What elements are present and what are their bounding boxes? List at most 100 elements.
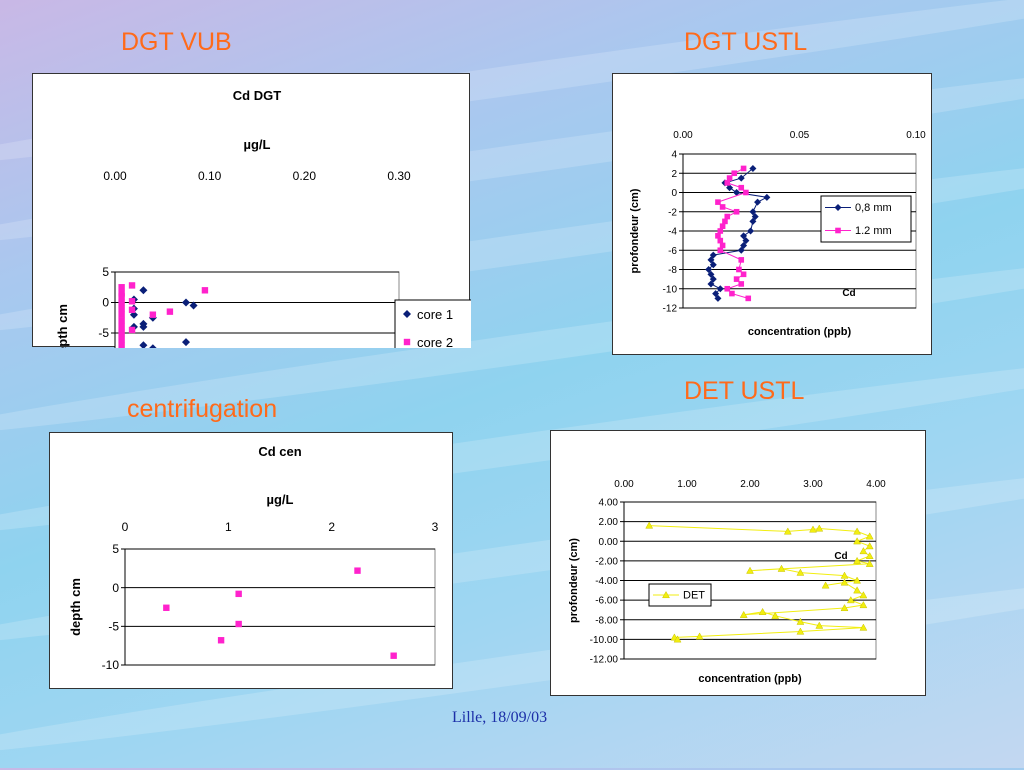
- data-point: [736, 266, 742, 273]
- heading-dgt-ustl: DGT USTL: [684, 28, 808, 56]
- chart-panel-cd-cen: 5 0 -5 -10 0 1 2 3 Cd cen µg/L depth cm: [49, 432, 453, 689]
- chart-title: Cd cen: [258, 444, 301, 459]
- data-point: [709, 261, 717, 269]
- chart-title: Cd: [842, 288, 855, 299]
- x-tick-label: 3.00: [803, 479, 823, 490]
- data-point: [715, 233, 721, 239]
- data-point: [662, 590, 670, 599]
- data-point: [707, 256, 715, 264]
- data-point: [149, 311, 157, 318]
- data-point: [390, 652, 397, 659]
- y-tick-label: -10: [663, 284, 678, 295]
- legend-label: core 1: [417, 307, 453, 322]
- data-point: [705, 266, 713, 273]
- x-tick-label: 0: [122, 520, 129, 534]
- data-point: [724, 180, 731, 186]
- y-tick-label: -2: [668, 207, 677, 218]
- data-point: [724, 213, 731, 220]
- data-point: [139, 322, 148, 331]
- x-tick-label: 0.00: [673, 130, 693, 141]
- data-point: [783, 527, 792, 535]
- y-tick-label: -8.00: [595, 615, 618, 626]
- data-point: [707, 280, 715, 288]
- data-point: [815, 524, 824, 532]
- x-axis-label: concentration (ppb): [748, 326, 852, 338]
- data-point: [733, 189, 741, 196]
- x-tick-label: 3: [432, 520, 439, 534]
- data-point: [865, 542, 874, 550]
- data-point: [149, 344, 157, 348]
- legend-box: [648, 583, 712, 607]
- chart-title: Cd DGT: [233, 88, 281, 103]
- series-line: [649, 525, 872, 640]
- data-point: [740, 165, 747, 172]
- data-point: [729, 290, 735, 297]
- data-point: [118, 305, 125, 312]
- data-point: [840, 603, 849, 612]
- data-point: [749, 217, 757, 225]
- data-point: [743, 189, 749, 196]
- chart-subtitle: µg/L: [244, 137, 271, 152]
- legend-label: DET: [683, 590, 705, 602]
- data-point: [763, 193, 771, 201]
- data-point: [709, 251, 717, 259]
- data-point: [118, 335, 125, 343]
- data-point: [717, 237, 724, 244]
- data-point: [118, 299, 125, 306]
- y-tick-label: -4: [668, 227, 677, 238]
- data-point: [722, 218, 728, 225]
- data-point: [777, 564, 786, 572]
- data-point: [733, 208, 740, 215]
- data-point: [182, 298, 190, 307]
- data-point: [738, 257, 745, 263]
- y-tick-label: 2: [671, 169, 677, 180]
- x-tick-label: 4.00: [866, 479, 886, 490]
- data-point: [846, 596, 855, 604]
- x-tick-label: 0.10: [198, 169, 222, 183]
- data-point: [859, 547, 868, 555]
- data-point: [235, 620, 242, 628]
- legend-label: 1.2 mm: [855, 225, 892, 237]
- y-tick-label: -6.00: [595, 596, 618, 607]
- x-tick-label: 2.00: [740, 479, 760, 490]
- data-point: [834, 204, 842, 211]
- data-point: [859, 601, 868, 609]
- data-point: [712, 290, 720, 298]
- data-point: [709, 275, 717, 283]
- y-tick-label: -4.00: [595, 576, 618, 587]
- heading-centrifugation: centrifugation: [127, 395, 278, 423]
- y-tick-label: 0: [112, 581, 119, 595]
- y-tick-label: 4.00: [599, 498, 619, 509]
- data-point: [139, 286, 148, 295]
- y-tick-label: -5: [98, 326, 109, 340]
- data-point: [182, 338, 190, 347]
- data-point: [747, 227, 755, 235]
- data-point: [796, 568, 805, 576]
- data-point: [853, 576, 862, 584]
- data-point: [716, 285, 724, 293]
- data-point: [673, 635, 682, 643]
- x-tick-label: 0.00: [614, 479, 634, 490]
- data-point: [128, 306, 136, 314]
- y-tick-label: 2.00: [599, 517, 619, 528]
- y-axis-label: depth cm: [55, 304, 70, 348]
- data-point: [853, 527, 862, 535]
- data-point: [719, 204, 726, 210]
- legend-label: 0,8 mm: [855, 202, 892, 214]
- y-tick-label: 5: [112, 542, 119, 556]
- data-point: [128, 282, 136, 289]
- data-point: [840, 571, 849, 579]
- data-point: [715, 199, 721, 205]
- data-point: [865, 532, 874, 540]
- data-point: [118, 311, 125, 318]
- data-point: [724, 285, 731, 292]
- y-tick-label: 0.00: [599, 537, 619, 548]
- data-point: [403, 310, 411, 318]
- y-tick-label: 0: [671, 188, 677, 199]
- data-point: [865, 559, 874, 567]
- data-point: [235, 590, 242, 598]
- data-point: [714, 294, 722, 302]
- data-point: [749, 164, 757, 172]
- data-point: [745, 295, 752, 302]
- x-tick-label: 0.00: [103, 169, 127, 183]
